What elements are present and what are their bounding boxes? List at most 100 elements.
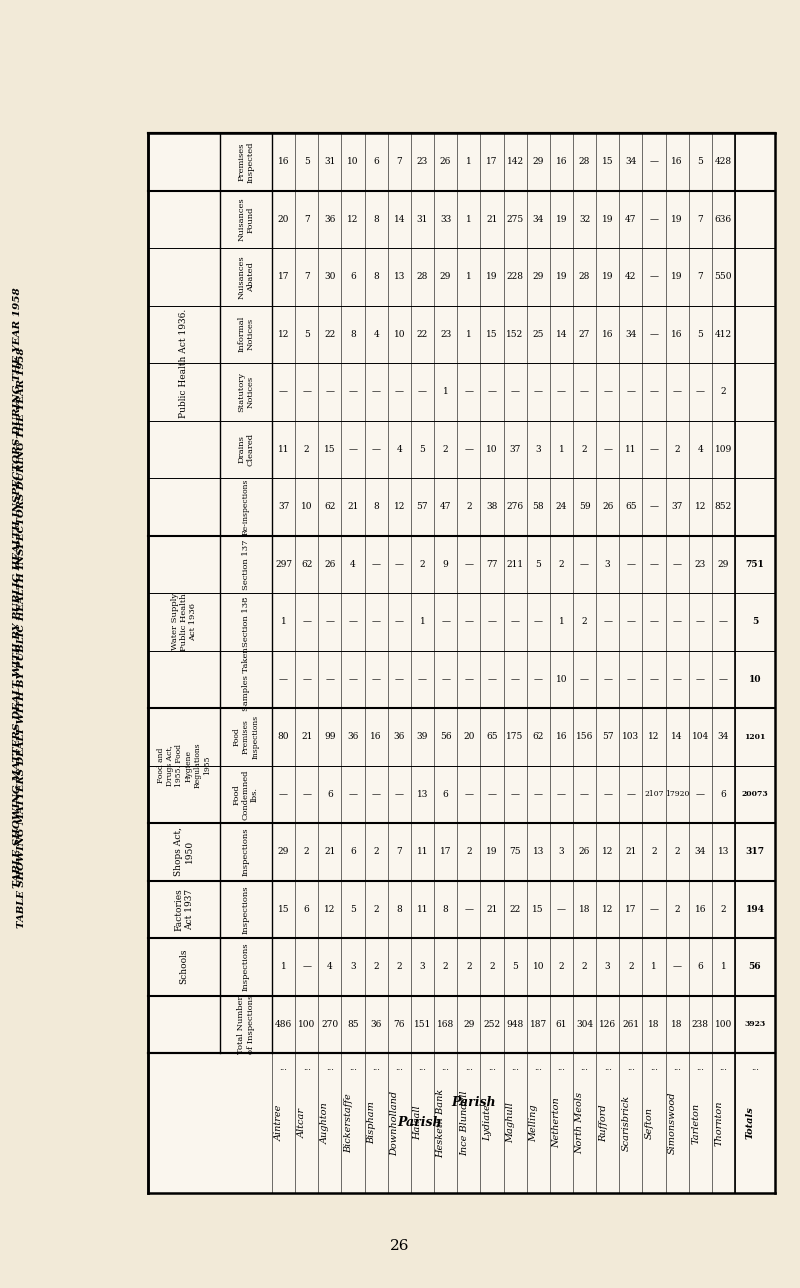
Text: 65: 65 [625, 502, 637, 511]
Text: 56: 56 [440, 733, 451, 742]
Text: 31: 31 [417, 215, 428, 224]
Text: Food and
Drugs Act,
1955. Food
Hygiene
Regulations
1955: Food and Drugs Act, 1955. Food Hygiene R… [157, 743, 211, 788]
Text: 19: 19 [671, 272, 683, 281]
Text: —: — [650, 388, 658, 397]
Text: Inspections: Inspections [242, 943, 250, 990]
Text: —: — [464, 675, 474, 684]
Text: ...: ... [751, 1064, 759, 1072]
Text: 126: 126 [599, 1020, 616, 1029]
Text: 2: 2 [582, 444, 587, 453]
Text: 21: 21 [486, 904, 498, 913]
Text: —: — [279, 790, 288, 799]
Text: 19: 19 [556, 272, 567, 281]
Text: ...: ... [372, 1064, 380, 1072]
Text: ...: ... [418, 1064, 426, 1072]
Text: —: — [673, 617, 682, 626]
Text: ...: ... [302, 1064, 310, 1072]
Text: Rufford: Rufford [598, 1104, 608, 1142]
Text: 16: 16 [671, 330, 683, 339]
Text: 211: 211 [506, 560, 524, 569]
Text: North Meols: North Meols [575, 1092, 585, 1154]
Text: —: — [696, 617, 705, 626]
Text: 3: 3 [420, 962, 426, 971]
Text: —: — [673, 962, 682, 971]
Text: 2: 2 [443, 962, 449, 971]
Text: —: — [395, 790, 404, 799]
Text: 47: 47 [625, 215, 637, 224]
Text: ...: ... [534, 1064, 542, 1072]
Text: 20: 20 [463, 733, 474, 742]
Text: 10: 10 [486, 444, 498, 453]
Text: 2: 2 [304, 444, 310, 453]
Text: Total Number
of Inspections: Total Number of Inspections [238, 994, 254, 1054]
Text: Premises
Inspected: Premises Inspected [238, 140, 254, 183]
Text: 6: 6 [721, 790, 726, 799]
Text: 19: 19 [671, 215, 683, 224]
Text: —: — [534, 790, 542, 799]
Text: 5: 5 [752, 617, 758, 626]
Text: 28: 28 [579, 157, 590, 166]
Text: 10: 10 [556, 675, 567, 684]
Text: 34: 34 [533, 215, 544, 224]
Text: Drains
Cleared: Drains Cleared [238, 433, 254, 466]
Text: Nuisances
Abated: Nuisances Abated [238, 255, 254, 299]
Text: Aintree: Aintree [274, 1105, 283, 1141]
Text: 5: 5 [350, 904, 356, 913]
Text: 21: 21 [347, 502, 358, 511]
Text: 42: 42 [625, 272, 637, 281]
Text: 2: 2 [651, 848, 657, 857]
Text: 12: 12 [694, 502, 706, 511]
Text: —: — [279, 675, 288, 684]
Text: —: — [326, 617, 334, 626]
Text: —: — [372, 675, 381, 684]
Text: —: — [349, 388, 358, 397]
Text: 62: 62 [301, 560, 313, 569]
Text: —: — [626, 790, 635, 799]
Text: ...: ... [442, 1064, 450, 1072]
Text: 23: 23 [440, 330, 451, 339]
Text: 751: 751 [746, 560, 765, 569]
Text: 34: 34 [625, 157, 637, 166]
Text: Tarleton: Tarleton [691, 1103, 700, 1144]
Text: 15: 15 [602, 157, 614, 166]
Text: 19: 19 [486, 272, 498, 281]
Text: Parish: Parish [451, 1096, 496, 1109]
Text: 10: 10 [347, 157, 358, 166]
Text: 29: 29 [463, 1020, 474, 1029]
Text: 852: 852 [715, 502, 732, 511]
Text: 2: 2 [397, 962, 402, 971]
Text: 24: 24 [556, 502, 567, 511]
Text: 2: 2 [674, 904, 680, 913]
Text: 11: 11 [417, 904, 428, 913]
Text: 142: 142 [506, 157, 524, 166]
Text: 77: 77 [486, 560, 498, 569]
Text: 1: 1 [558, 617, 564, 626]
Text: 61: 61 [556, 1020, 567, 1029]
Text: 12: 12 [347, 215, 358, 224]
Text: —: — [557, 388, 566, 397]
Text: 2: 2 [628, 962, 634, 971]
Text: 9: 9 [442, 560, 449, 569]
Text: —: — [464, 444, 474, 453]
Text: 11: 11 [278, 444, 290, 453]
Text: Aughton: Aughton [321, 1103, 330, 1144]
Text: 8: 8 [350, 330, 356, 339]
Text: 39: 39 [417, 733, 428, 742]
Text: Simonswood: Simonswood [668, 1092, 677, 1154]
Text: —: — [557, 904, 566, 913]
Text: —: — [580, 790, 589, 799]
Text: —: — [441, 675, 450, 684]
Text: Section 138: Section 138 [242, 596, 250, 647]
Text: —: — [418, 675, 427, 684]
Text: —: — [557, 790, 566, 799]
Text: —: — [302, 388, 311, 397]
Text: —: — [372, 560, 381, 569]
Text: 109: 109 [715, 444, 732, 453]
Text: ...: ... [696, 1064, 704, 1072]
Text: 261: 261 [622, 1020, 639, 1029]
Text: 16: 16 [278, 157, 290, 166]
Text: —: — [580, 388, 589, 397]
Text: 18: 18 [671, 1020, 683, 1029]
Text: —: — [696, 675, 705, 684]
Text: 26: 26 [440, 157, 451, 166]
